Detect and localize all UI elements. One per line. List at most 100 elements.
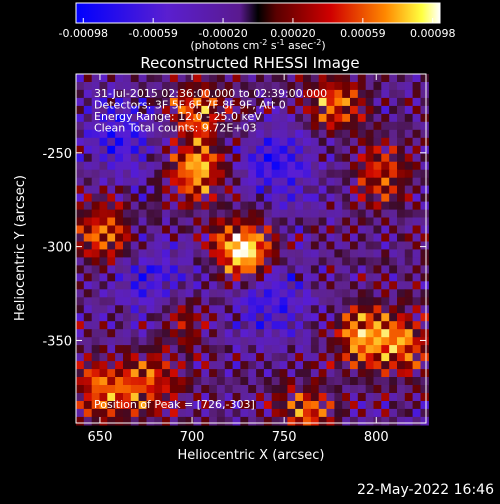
- heatmap-cell: [209, 353, 218, 362]
- heatmap-cell: [216, 337, 226, 346]
- heatmap-cell: [303, 217, 312, 227]
- heatmap-cell: [287, 177, 296, 187]
- heatmap-cell: [310, 129, 320, 139]
- heatmap-cell: [177, 121, 187, 131]
- heatmap-cell: [404, 257, 414, 266]
- heatmap-cell: [115, 313, 124, 322]
- heatmap-cell: [326, 337, 335, 346]
- heatmap-cell: [232, 361, 241, 370]
- heatmap-cell: [263, 329, 273, 338]
- heatmap-cell: [201, 329, 210, 338]
- heatmap-cell: [99, 257, 108, 266]
- heatmap-cell: [365, 313, 375, 322]
- heatmap-cell: [209, 401, 218, 410]
- heatmap-cell: [365, 241, 375, 251]
- heatmap-cell: [397, 113, 406, 123]
- heatmap-cell: [123, 313, 132, 322]
- heatmap-cell: [310, 169, 320, 179]
- heatmap-cell: [295, 217, 304, 227]
- heatmap-cell: [373, 297, 382, 306]
- heatmap-cell: [318, 161, 328, 171]
- heatmap-cell: [397, 337, 406, 346]
- heatmap-cell: [169, 97, 179, 107]
- heatmap-cell: [350, 337, 359, 346]
- heatmap-cell: [318, 249, 328, 258]
- heatmap-cell: [397, 129, 406, 139]
- heatmap-cell: [99, 153, 108, 163]
- heatmap-cell: [248, 353, 257, 362]
- heatmap-cell: [342, 209, 351, 219]
- heatmap-cell: [224, 233, 234, 243]
- heatmap-cell: [365, 393, 375, 402]
- heatmap-cell: [83, 193, 93, 203]
- heatmap-cell: [303, 233, 312, 243]
- heatmap-cell: [295, 249, 304, 258]
- heatmap-cell: [232, 249, 241, 258]
- heatmap-cell: [130, 121, 140, 131]
- heatmap-cell: [115, 129, 124, 139]
- heatmap-cell: [169, 377, 179, 386]
- heatmap-cell: [154, 121, 163, 131]
- heatmap-cell: [138, 153, 147, 163]
- heatmap-cell: [287, 97, 296, 107]
- heatmap-cell: [240, 169, 249, 179]
- heatmap-cell: [248, 281, 257, 290]
- colorbar-tick-label: -0.00059: [128, 27, 177, 40]
- heatmap-cell: [357, 305, 367, 314]
- heatmap-cell: [154, 145, 163, 155]
- heatmap-cell: [216, 401, 226, 410]
- heatmap-cell: [83, 257, 93, 266]
- heatmap-cell: [83, 137, 93, 147]
- heatmap-cell: [201, 289, 210, 298]
- heatmap-cell: [232, 177, 241, 187]
- heatmap-cell: [381, 105, 390, 115]
- heatmap-cell: [248, 177, 257, 187]
- heatmap-cell: [240, 217, 249, 227]
- heatmap-cell: [146, 74, 155, 83]
- heatmap-cell: [154, 249, 163, 258]
- heatmap-cell: [240, 129, 249, 139]
- heatmap-cell: [107, 193, 116, 203]
- heatmap-cell: [373, 329, 382, 338]
- heatmap-cell: [420, 209, 429, 219]
- heatmap-cell: [177, 289, 187, 298]
- heatmap-cell: [365, 137, 375, 147]
- heatmap-cell: [232, 153, 241, 163]
- heatmap-cell: [185, 161, 194, 171]
- heatmap-cell: [76, 153, 85, 163]
- heatmap-cell: [115, 377, 124, 386]
- heatmap-cell: [76, 385, 85, 394]
- heatmap-cell: [193, 241, 202, 251]
- heatmap-cell: [334, 193, 343, 203]
- heatmap-cell: [271, 353, 281, 362]
- heatmap-cell: [169, 249, 179, 258]
- heatmap-cell: [303, 177, 312, 187]
- heatmap-cell: [326, 393, 335, 402]
- heatmap-cell: [216, 345, 226, 354]
- heatmap-cell: [91, 416, 101, 426]
- heatmap-cell: [357, 201, 367, 211]
- heatmap-cell: [263, 361, 273, 370]
- heatmap-cell: [91, 361, 101, 370]
- heatmap-cell: [185, 337, 194, 346]
- heatmap-cell: [76, 185, 85, 195]
- heatmap-cell: [177, 297, 187, 306]
- heatmap-cell: [177, 177, 187, 187]
- heatmap-cell: [287, 329, 296, 338]
- heatmap-cell: [310, 416, 320, 426]
- heatmap-cell: [162, 313, 171, 322]
- heatmap-cell: [177, 153, 187, 163]
- heatmap-cell: [99, 74, 108, 83]
- heatmap-cell: [162, 385, 171, 394]
- heatmap-cell: [373, 408, 382, 418]
- heatmap-cell: [279, 129, 288, 139]
- heatmap-cell: [123, 273, 132, 282]
- heatmap-cell: [334, 321, 343, 330]
- heatmap-cell: [99, 97, 108, 107]
- heatmap-cell: [279, 161, 288, 171]
- heatmap-cell: [115, 353, 124, 362]
- heatmap-cell: [138, 313, 147, 322]
- heatmap-cell: [115, 217, 124, 227]
- heatmap-cell: [350, 113, 359, 123]
- heatmap-cell: [389, 82, 398, 91]
